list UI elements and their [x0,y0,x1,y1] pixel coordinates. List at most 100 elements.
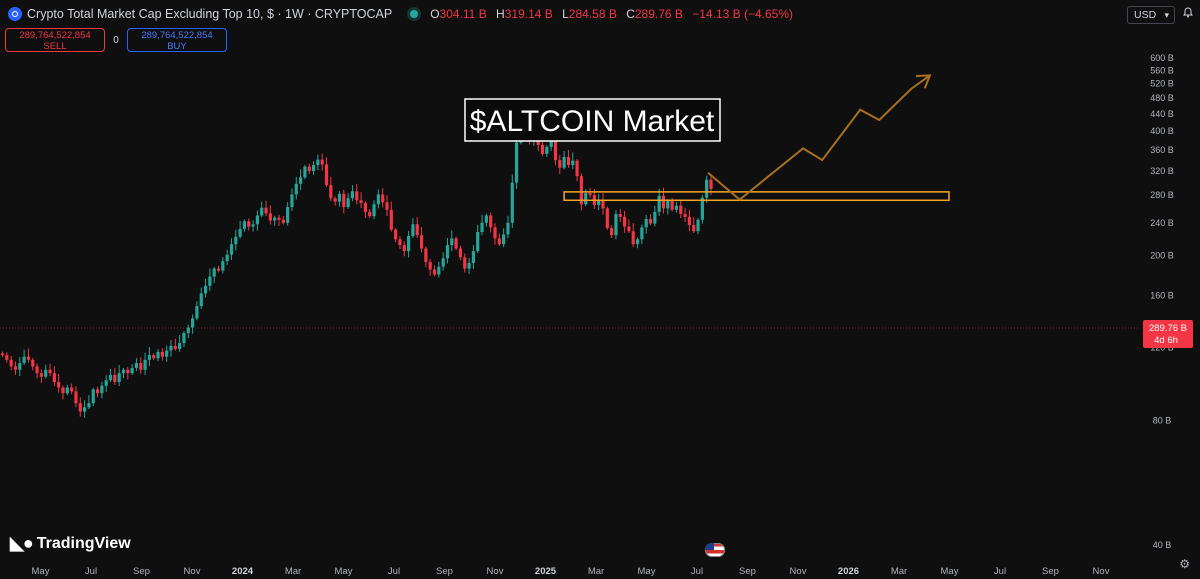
candle-body [553,136,558,161]
candle-body [588,193,592,196]
candle-body [70,387,74,392]
candle-body [199,293,203,307]
tradingview-logo[interactable]: ◣● TradingView [10,533,131,554]
candle-body [666,200,670,209]
candle-body [571,160,575,165]
candle-body [471,251,475,263]
candle-body [346,198,350,208]
time-tick-label: Sep [133,566,150,577]
candle-body [57,382,61,388]
candle-body [419,235,424,249]
candle-body [74,391,78,404]
ohlc-values: O304.11 B H319.14 B L284.58 B C289.76 B … [430,7,799,21]
candle-body [350,191,355,199]
candle-body [489,215,493,228]
settings-icon[interactable]: ⚙ [1179,557,1190,571]
candle-body [515,142,519,183]
candle-body [502,234,506,245]
buy-button[interactable]: 289,764,522,854 BUY [127,28,227,52]
candle-body [147,355,151,360]
price-tick-label: 360 B [1150,145,1174,155]
candle-body [445,245,450,259]
candle-body [614,214,618,236]
price-tick-label: 280 B [1150,190,1174,200]
candle-body [238,228,242,237]
candle-body [463,257,467,269]
ohlc-open: 304.11 B [439,7,487,21]
candle-body [376,194,380,205]
candle-body [307,166,311,172]
spread-value: 0 [113,34,119,46]
ohlc-low: 284.58 B [568,7,617,21]
candle-body [182,333,186,343]
candle-body [225,254,229,262]
projection-arrowhead [915,74,932,89]
price-tick-label: 560 B [1150,65,1174,75]
candle-body [242,221,247,229]
candle-body [299,177,303,184]
candle-body [169,345,173,351]
time-tick-label: Mar [588,566,604,577]
time-tick-label: Mar [285,566,301,577]
projection-line[interactable] [707,74,931,201]
candle-body [558,160,562,168]
candle-body [700,197,704,220]
candle-body [355,191,359,201]
candle-body [562,156,566,168]
candle-body [480,222,484,233]
candle-body [385,202,389,210]
candle-body [627,226,631,232]
candle-body [251,224,255,227]
candle-body [22,356,26,364]
current-price-tag: 289.76 B 4d 6h [1143,320,1193,348]
candle-body [78,403,82,412]
candle-body [320,159,324,165]
currency-select[interactable]: USD ▾ [1127,6,1175,24]
candle-body [692,225,696,232]
symbol-icon[interactable] [8,7,22,21]
candle-body [173,345,177,349]
candle-body [454,238,458,249]
candle-body [415,224,419,236]
price-tick-label: 400 B [1150,126,1174,136]
candle-body [87,403,91,408]
candle-body [156,351,160,359]
candle-body [178,342,182,349]
price-tick-label: 200 B [1150,251,1174,261]
sell-button[interactable]: 289,764,522,854 SELL [5,28,105,52]
candle-body [26,356,31,360]
time-tick-label: May [638,566,656,577]
altcoin-title-box: $ALTCOIN Market [464,98,721,142]
candle-body [337,193,342,202]
candle-body [247,221,251,227]
candle-body [273,217,277,221]
candle-body [0,353,5,356]
time-tick-label: Jul [85,566,97,577]
support-zone-rect[interactable] [563,191,950,202]
candle-body [48,369,52,374]
candle-body [195,306,199,319]
ohlc-high-label: H [496,7,505,21]
candle-body [52,373,56,383]
time-tick-label: Nov [184,566,201,577]
us-flag-icon[interactable] [705,543,725,557]
symbol-title[interactable]: Crypto Total Market Cap Excluding Top 10… [27,7,393,21]
time-axis: Mar May Jul Sep Nov 2024 Mar May Jul Sep Nov 2025 Ma… [32,566,1110,577]
candle-body [281,219,285,223]
candle-body [294,183,298,195]
candle-body [679,205,683,215]
buy-price: 289,764,522,854 [141,30,213,41]
price-tick-label: 600 B [1150,53,1174,63]
time-tick-label: May [941,566,959,577]
alert-icon[interactable] [1182,6,1194,18]
countdown-label: 4d 6h [1154,335,1178,346]
candle-body [506,222,510,235]
candle-body [610,228,614,236]
candle-body [324,164,329,186]
candle-body [221,261,225,271]
candle-body [601,200,605,209]
time-tick-label: Nov [487,566,504,577]
candle-body [635,239,640,245]
